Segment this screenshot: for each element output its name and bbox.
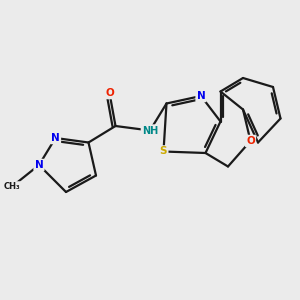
- Text: O: O: [246, 136, 255, 146]
- Text: S: S: [160, 146, 167, 157]
- Text: N: N: [34, 160, 43, 170]
- Text: N: N: [51, 133, 60, 143]
- Text: N: N: [196, 91, 206, 101]
- Text: CH₃: CH₃: [4, 182, 20, 191]
- Text: NH: NH: [142, 125, 158, 136]
- Text: O: O: [105, 88, 114, 98]
